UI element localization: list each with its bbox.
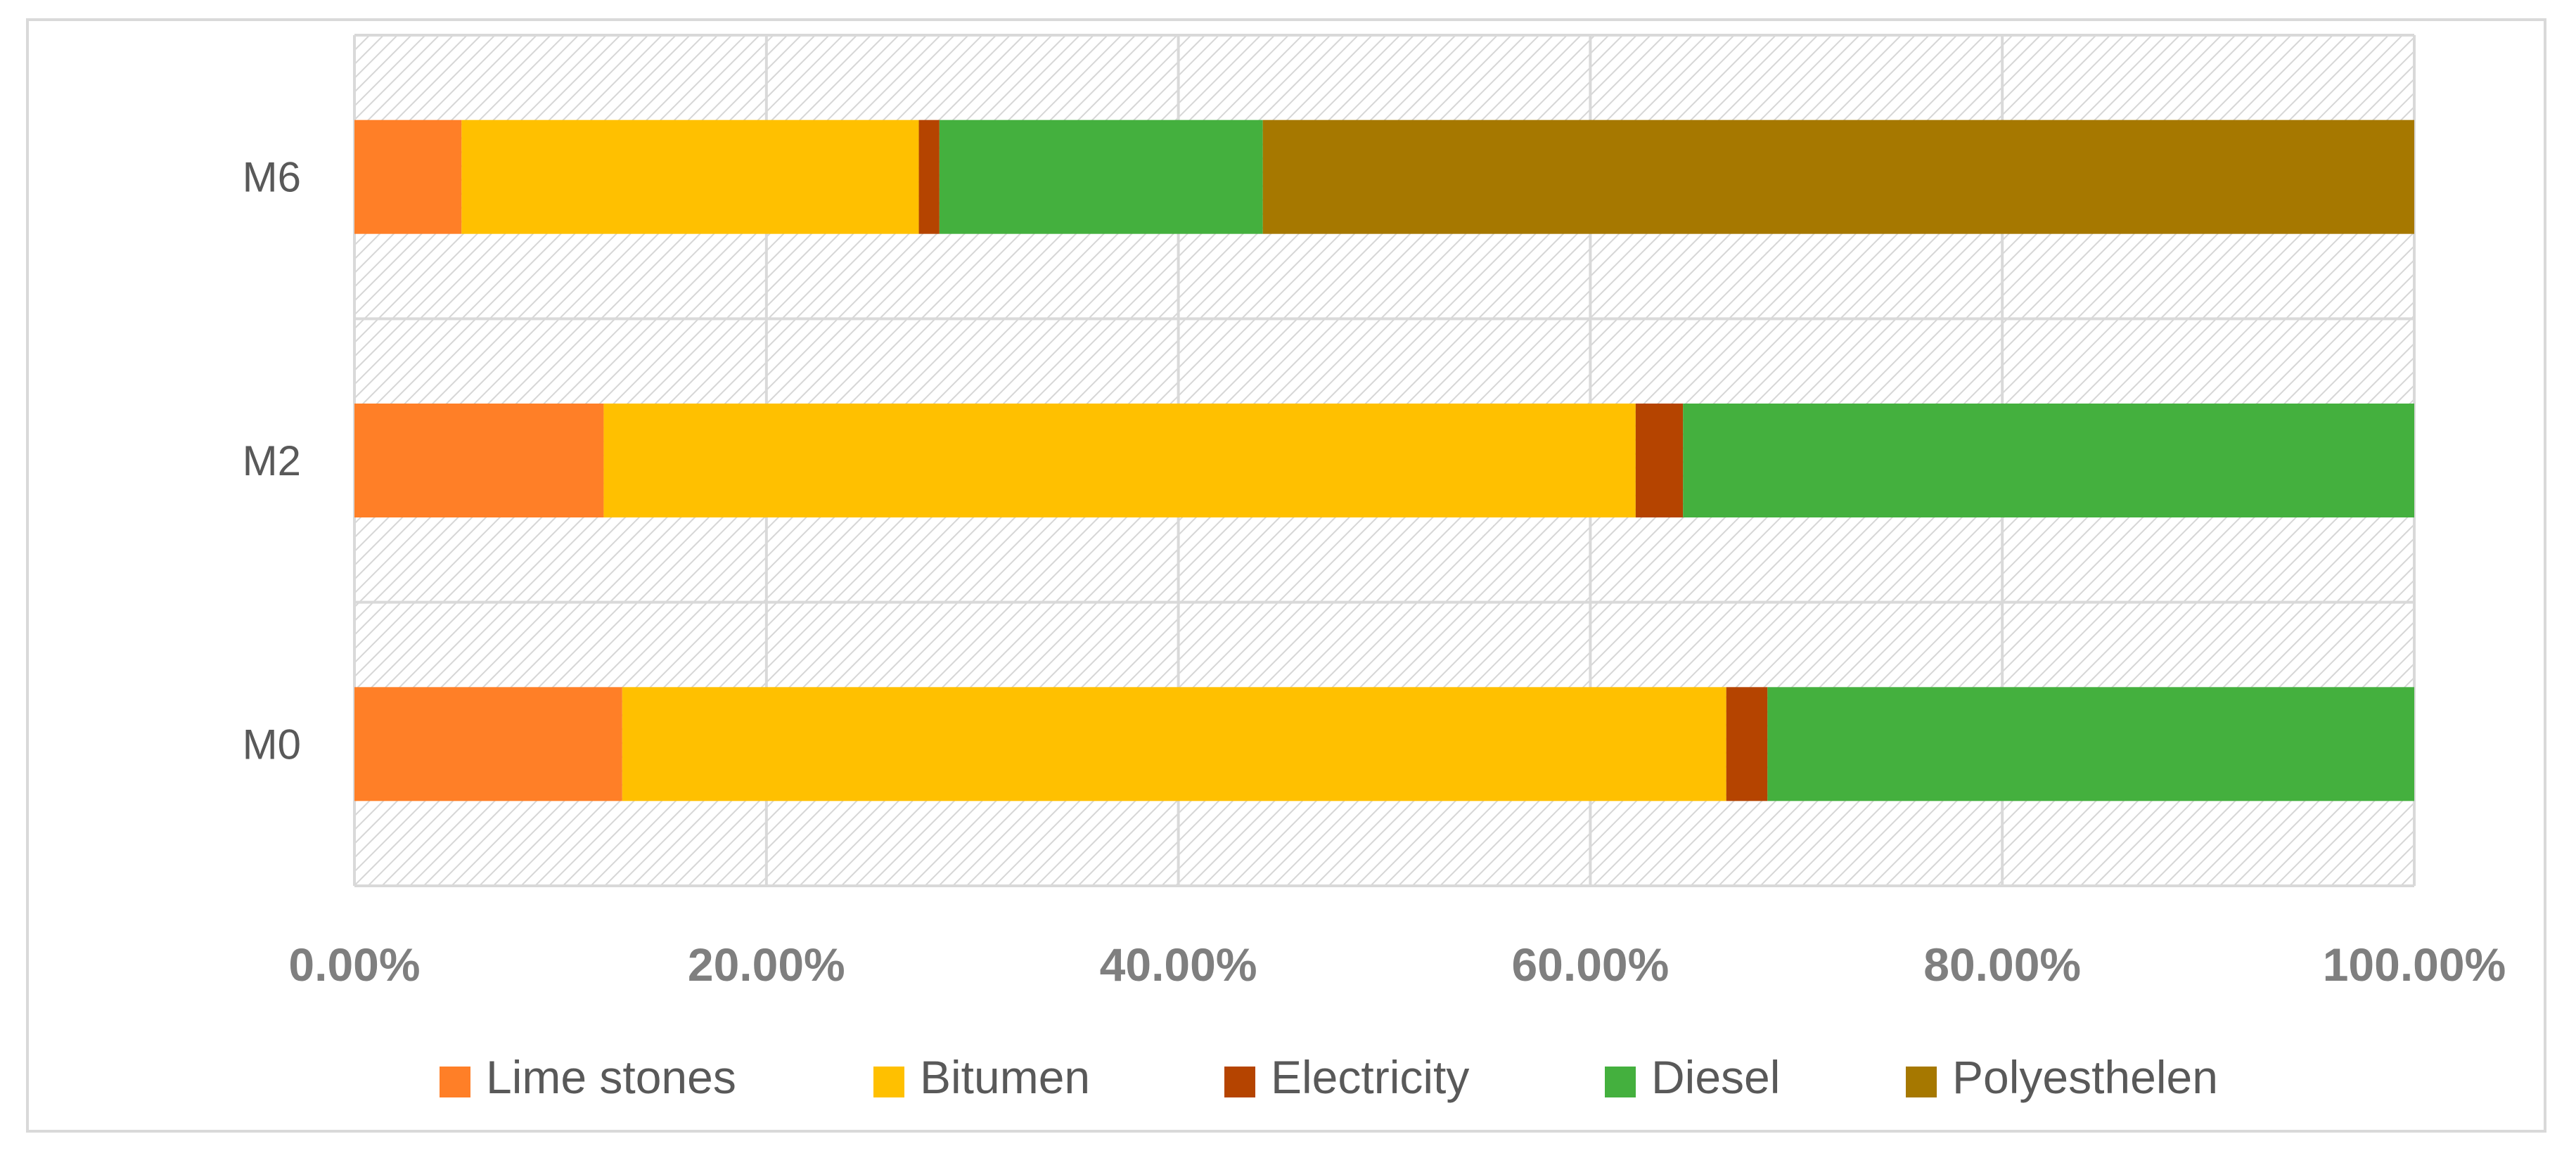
legend: Lime stones Bitumen Electricity Diesel Polye… bbox=[440, 1051, 2218, 1103]
x-tick-label: 40.00% bbox=[1100, 939, 1257, 991]
legend-swatch-lime-stones bbox=[440, 1067, 470, 1097]
category-label-m0: M0 bbox=[243, 721, 301, 768]
legend-label-polyesthelen: Polyesthelen bbox=[1952, 1051, 2218, 1103]
x-tick-label: 0.00% bbox=[288, 939, 420, 991]
legend-swatch-diesel bbox=[1605, 1067, 1636, 1097]
bar-segment-m2-diesel bbox=[1683, 404, 2414, 517]
x-tick-label: 100.00% bbox=[2323, 939, 2506, 991]
bar-segment-m6-lime-stones bbox=[354, 120, 462, 234]
bar-segment-m6-bitumen bbox=[461, 120, 919, 234]
legend-label-bitumen: Bitumen bbox=[920, 1051, 1090, 1103]
category-label-m2: M2 bbox=[243, 437, 301, 484]
bar-segment-m6-diesel bbox=[939, 120, 1263, 234]
x-axis-tick-labels: 0.00% 20.00% 40.00% 60.00% 80.00% 100.00% bbox=[288, 939, 2506, 991]
bar-segment-m6-polyesthelen bbox=[1262, 120, 2414, 234]
bar-segment-m0-bitumen bbox=[622, 687, 1726, 801]
legend-swatch-polyesthelen bbox=[1906, 1067, 1937, 1097]
legend-label-diesel: Diesel bbox=[1651, 1051, 1780, 1103]
x-tick-label: 60.00% bbox=[1511, 939, 1669, 991]
legend-swatch-bitumen bbox=[873, 1067, 904, 1097]
legend-label-lime-stones: Lime stones bbox=[486, 1051, 736, 1103]
category-label-m6: M6 bbox=[243, 154, 301, 201]
bar-segment-m0-electricity bbox=[1726, 687, 1768, 801]
bars bbox=[354, 120, 2414, 801]
legend-swatch-electricity bbox=[1224, 1067, 1255, 1097]
bar-segment-m6-electricity bbox=[918, 120, 940, 234]
bar-segment-m0-diesel bbox=[1767, 687, 2414, 801]
x-tick-label: 20.00% bbox=[688, 939, 845, 991]
x-tick-label: 80.00% bbox=[1923, 939, 2081, 991]
bar-segment-m2-bitumen bbox=[603, 404, 1636, 517]
bar-segment-m2-electricity bbox=[1635, 404, 1684, 517]
bar-segment-m0-lime-stones bbox=[354, 687, 622, 801]
bar-segment-m2-lime-stones bbox=[354, 404, 604, 517]
legend-label-electricity: Electricity bbox=[1271, 1051, 1469, 1103]
category-labels: M6 M2 M0 bbox=[243, 154, 301, 768]
